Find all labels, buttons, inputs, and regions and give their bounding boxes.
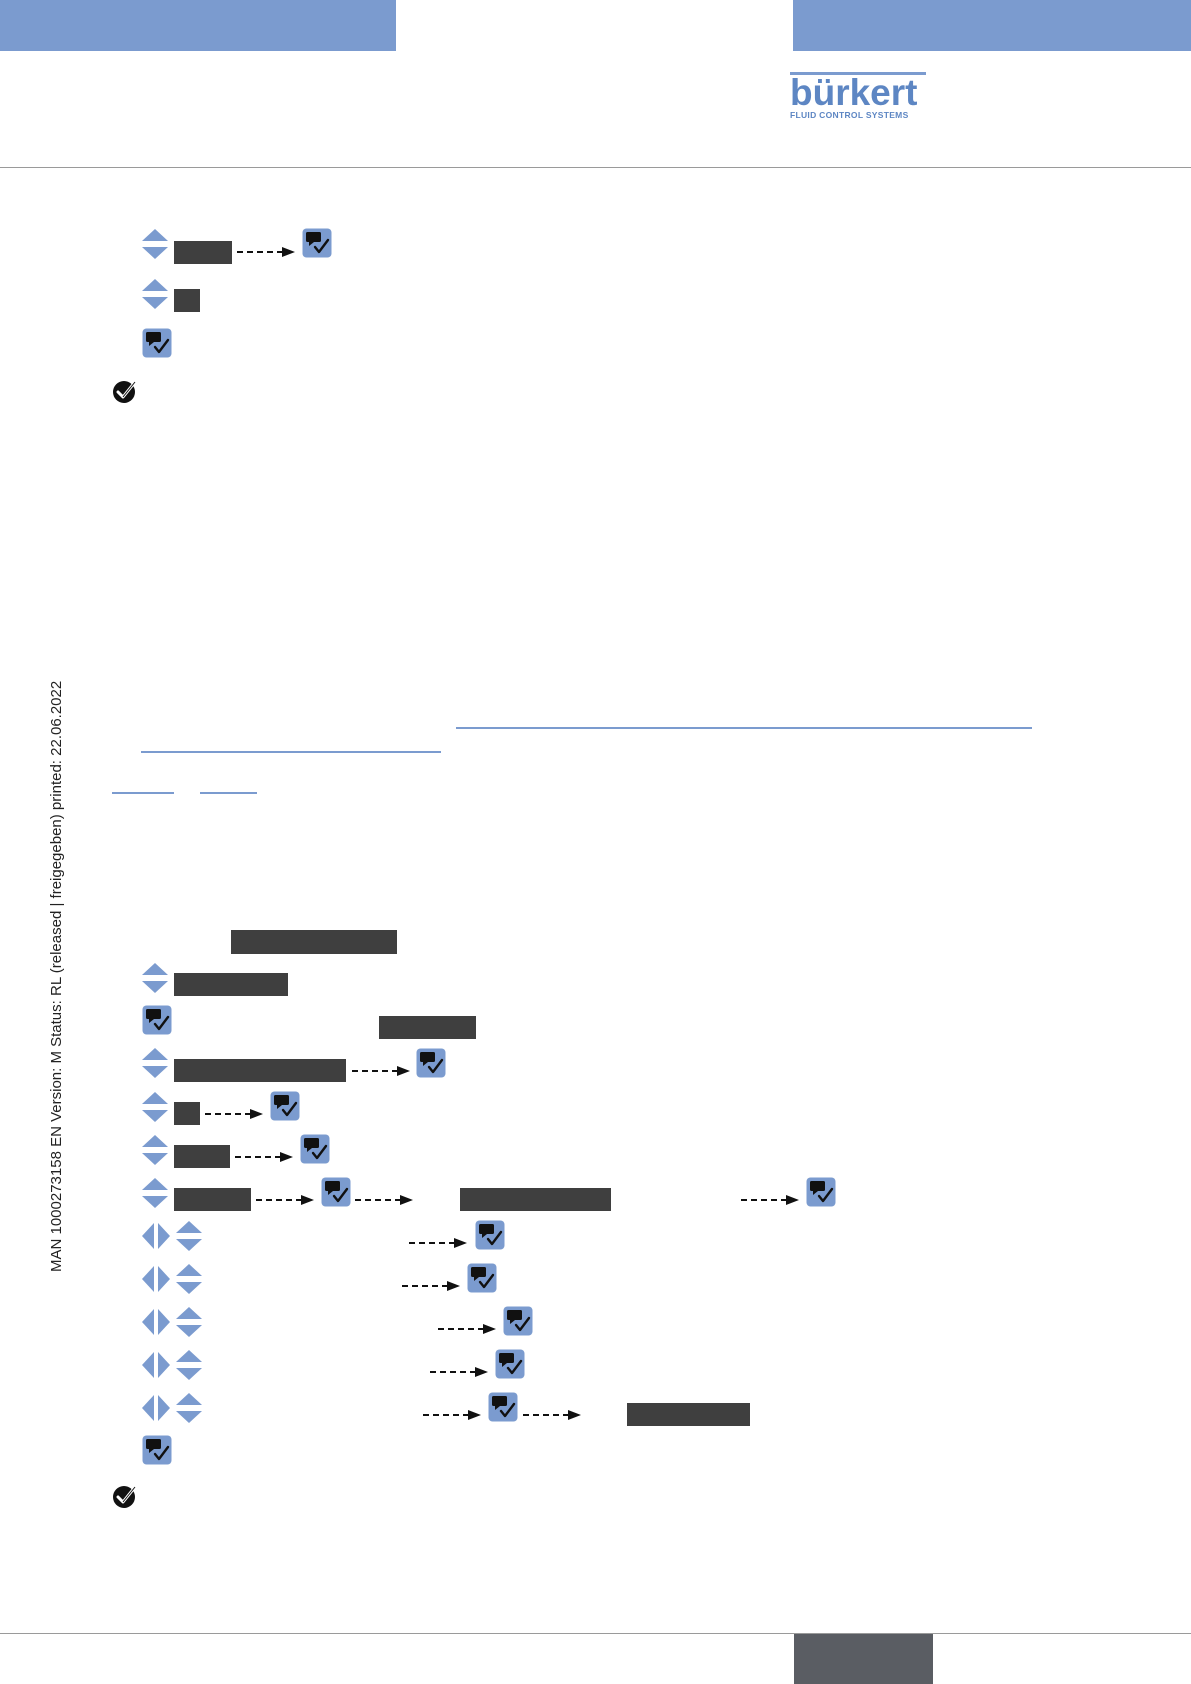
dashed-arrow-icon	[205, 1109, 265, 1119]
dashed-arrow-icon	[402, 1281, 462, 1291]
confirm-key-icon[interactable]	[416, 1048, 446, 1078]
check-circle-icon	[112, 1483, 138, 1509]
confirm-key-icon[interactable]	[302, 228, 332, 258]
dashed-arrow-icon	[256, 1195, 316, 1205]
footer-rule	[0, 1633, 1191, 1634]
header-bar-right	[793, 0, 1191, 51]
header-bar-left	[0, 0, 396, 51]
up-down-arrows-icon	[141, 1134, 169, 1166]
up-down-arrows-icon	[141, 278, 169, 310]
confirm-key-icon[interactable]	[495, 1349, 525, 1379]
dashed-arrow-icon	[741, 1195, 801, 1205]
up-down-arrows-icon	[175, 1263, 203, 1295]
up-down-arrows-icon	[175, 1349, 203, 1381]
brand-logo: bürkert FLUID CONTROL SYSTEMS	[790, 72, 926, 124]
display-box	[379, 1016, 476, 1039]
left-right-arrows-icon	[141, 1306, 171, 1338]
dashed-arrow-icon	[352, 1066, 412, 1076]
left-right-arrows-icon	[141, 1349, 171, 1381]
dashed-arrow-icon	[523, 1410, 583, 1420]
confirm-key-icon[interactable]	[300, 1134, 330, 1164]
header-rule	[0, 167, 1191, 168]
display-box	[174, 1102, 200, 1125]
dashed-arrow-icon	[438, 1324, 498, 1334]
brand-tagline: FLUID CONTROL SYSTEMS	[790, 110, 909, 120]
up-down-arrows-icon	[141, 228, 169, 260]
dashed-arrow-icon	[430, 1367, 490, 1377]
confirm-key-icon[interactable]	[488, 1392, 518, 1422]
confirm-key-icon[interactable]	[142, 1005, 172, 1035]
display-box	[460, 1188, 611, 1211]
confirm-key-icon[interactable]	[503, 1306, 533, 1336]
up-down-arrows-icon	[175, 1220, 203, 1252]
link-underline[interactable]	[141, 751, 441, 753]
link-underline[interactable]	[200, 792, 257, 794]
up-down-arrows-icon	[141, 1177, 169, 1209]
up-down-arrows-icon	[141, 962, 169, 994]
up-down-arrows-icon	[141, 1091, 169, 1123]
confirm-key-icon[interactable]	[475, 1220, 505, 1250]
display-box	[174, 289, 200, 312]
logo-rule	[790, 72, 926, 75]
confirm-key-icon[interactable]	[142, 1435, 172, 1465]
dashed-arrow-icon	[355, 1195, 415, 1205]
left-right-arrows-icon	[141, 1392, 171, 1424]
confirm-key-icon[interactable]	[142, 328, 172, 358]
confirm-key-icon[interactable]	[270, 1091, 300, 1121]
display-box	[174, 1145, 230, 1168]
page-number-box	[794, 1634, 933, 1684]
link-underline[interactable]	[112, 792, 174, 794]
display-box	[627, 1403, 750, 1426]
display-box	[174, 973, 288, 996]
left-right-arrows-icon	[141, 1263, 171, 1295]
up-down-arrows-icon	[175, 1306, 203, 1338]
left-right-arrows-icon	[141, 1220, 171, 1252]
display-box	[231, 930, 397, 954]
up-down-arrows-icon	[175, 1392, 203, 1424]
dashed-arrow-icon	[235, 1152, 295, 1162]
link-underline[interactable]	[456, 727, 1032, 729]
confirm-key-icon[interactable]	[467, 1263, 497, 1293]
dashed-arrow-icon	[423, 1410, 483, 1420]
display-box	[174, 1188, 251, 1211]
check-circle-icon	[112, 378, 138, 404]
dashed-arrow-icon	[237, 247, 297, 257]
display-box	[174, 241, 232, 264]
up-down-arrows-icon	[141, 1047, 169, 1079]
dashed-arrow-icon	[409, 1238, 469, 1248]
brand-name: bürkert	[790, 72, 918, 113]
display-box	[174, 1059, 346, 1082]
document-status-note: MAN 1000273158 EN Version: M Status: RL …	[48, 680, 65, 1272]
confirm-key-icon[interactable]	[321, 1177, 351, 1207]
confirm-key-icon[interactable]	[806, 1177, 836, 1207]
